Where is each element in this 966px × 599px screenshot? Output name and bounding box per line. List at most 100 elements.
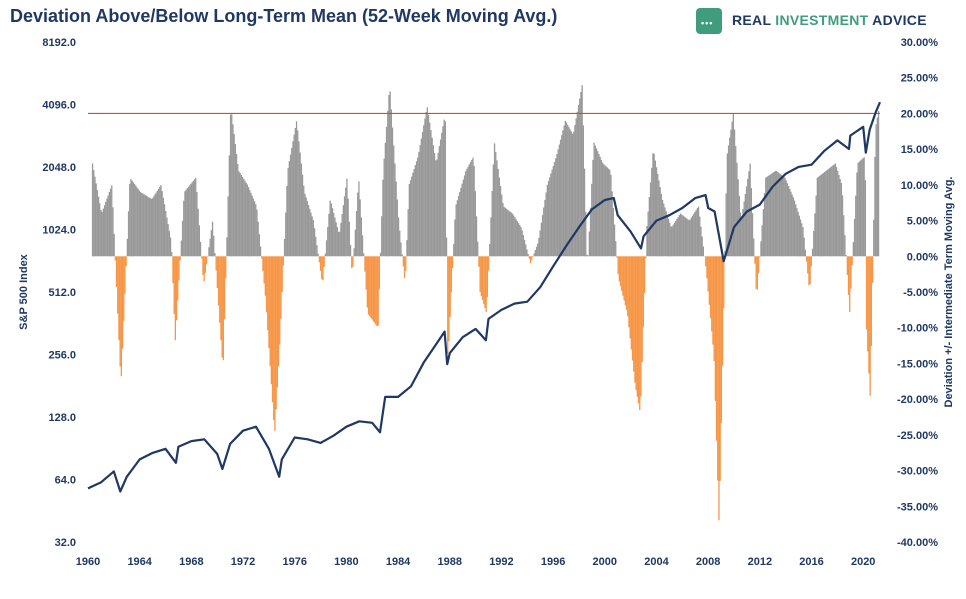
deviation-bar — [527, 254, 529, 257]
deviation-bar — [571, 133, 574, 257]
deviation-bar — [99, 203, 101, 257]
deviation-bar — [813, 231, 815, 257]
deviation-bar — [719, 256, 721, 481]
deviation-bar — [366, 256, 368, 308]
deviation-bar — [472, 157, 474, 257]
deviation-bar — [769, 174, 772, 257]
deviation-bar — [693, 213, 695, 257]
deviation-bar — [675, 220, 677, 257]
deviation-bar — [545, 192, 547, 257]
deviation-bar — [810, 256, 812, 267]
deviation-bar — [801, 223, 803, 257]
deviation-bar — [462, 179, 464, 257]
right-tick-label: 25.00% — [901, 73, 939, 85]
deviation-bar — [275, 256, 277, 410]
deviation-bar — [139, 192, 142, 257]
deviation-bar — [877, 110, 880, 257]
deviation-bar — [831, 166, 833, 257]
deviation-bar — [498, 177, 500, 257]
deviation-bar — [654, 160, 656, 257]
deviation-bar — [615, 241, 617, 257]
deviation-bar — [497, 168, 499, 257]
deviation-bar — [537, 243, 539, 257]
deviation-bar — [159, 186, 161, 257]
deviation-bar — [336, 227, 338, 257]
deviation-bar — [365, 256, 367, 290]
deviation-bar — [846, 256, 848, 275]
deviation-bar — [413, 168, 415, 257]
deviation-bar — [863, 157, 865, 257]
deviation-bar — [403, 256, 406, 279]
deviation-bar — [761, 225, 763, 257]
deviation-bar — [399, 230, 401, 257]
deviation-bar — [186, 188, 188, 257]
deviation-bar — [437, 152, 439, 257]
deviation-bar — [276, 256, 278, 388]
deviation-bar — [700, 226, 702, 257]
deviation-bar — [123, 256, 125, 322]
deviation-bar — [390, 109, 392, 257]
deviation-bar — [862, 158, 864, 257]
deviation-bar — [167, 224, 169, 257]
deviation-bar — [852, 242, 854, 257]
deviation-bar — [250, 192, 252, 257]
deviation-bar — [815, 195, 817, 257]
left-tick-label: 64.0 — [55, 475, 76, 487]
deviation-bar — [529, 256, 532, 264]
deviation-bar — [483, 256, 485, 304]
deviation-bar — [630, 256, 632, 350]
deviation-bar — [108, 192, 110, 257]
deviation-bar — [832, 165, 834, 257]
deviation-bar — [528, 256, 530, 259]
deviation-bar — [150, 198, 152, 257]
deviation-bar — [407, 209, 409, 257]
deviation-bar — [557, 149, 559, 257]
deviation-bar — [539, 230, 541, 257]
deviation-bar — [101, 211, 103, 257]
deviation-bar — [684, 217, 686, 257]
deviation-bar — [785, 180, 787, 257]
deviation-bar — [525, 244, 527, 257]
deviation-bar — [514, 217, 516, 257]
x-tick-label: 1964 — [127, 556, 152, 568]
deviation-bar — [151, 198, 154, 257]
deviation-bar — [851, 256, 853, 266]
deviation-bar — [576, 111, 578, 257]
deviation-bar — [777, 171, 779, 257]
deviation-bar — [221, 256, 223, 358]
deviation-bar — [162, 197, 164, 257]
deviation-bar — [540, 222, 542, 257]
deviation-bar — [651, 167, 653, 257]
deviation-bar — [685, 218, 688, 257]
deviation-bar — [227, 196, 229, 257]
deviation-bar — [790, 191, 792, 257]
right-tick-label: 20.00% — [901, 108, 939, 120]
deviation-bar — [172, 256, 174, 283]
deviation-bar — [479, 256, 481, 292]
deviation-bar — [607, 168, 610, 257]
deviation-bar — [153, 196, 155, 257]
deviation-bar — [709, 256, 712, 319]
deviation-bar — [361, 235, 364, 257]
deviation-bar — [322, 256, 324, 281]
deviation-bar — [345, 187, 347, 257]
deviation-bar — [297, 130, 299, 257]
deviation-bar — [239, 173, 241, 257]
right-tick-label: -25.00% — [897, 430, 938, 442]
deviation-bar — [441, 132, 443, 257]
deviation-bar — [93, 170, 95, 257]
logo-text-accent: INVESTMENT — [775, 12, 869, 28]
deviation-bar — [676, 218, 678, 257]
left-tick-label: 256.0 — [48, 350, 76, 362]
deviation-bar — [106, 198, 108, 257]
deviation-bar — [298, 141, 300, 257]
deviation-bar — [269, 256, 271, 367]
deviation-bar — [526, 249, 528, 257]
deviation-bar — [285, 212, 287, 257]
deviation-bar — [232, 124, 234, 257]
deviation-bar — [142, 193, 144, 257]
deviation-bar — [222, 256, 224, 361]
deviation-bar — [353, 248, 355, 257]
right-tick-label: -15.00% — [897, 358, 938, 370]
deviation-bar — [475, 216, 478, 257]
